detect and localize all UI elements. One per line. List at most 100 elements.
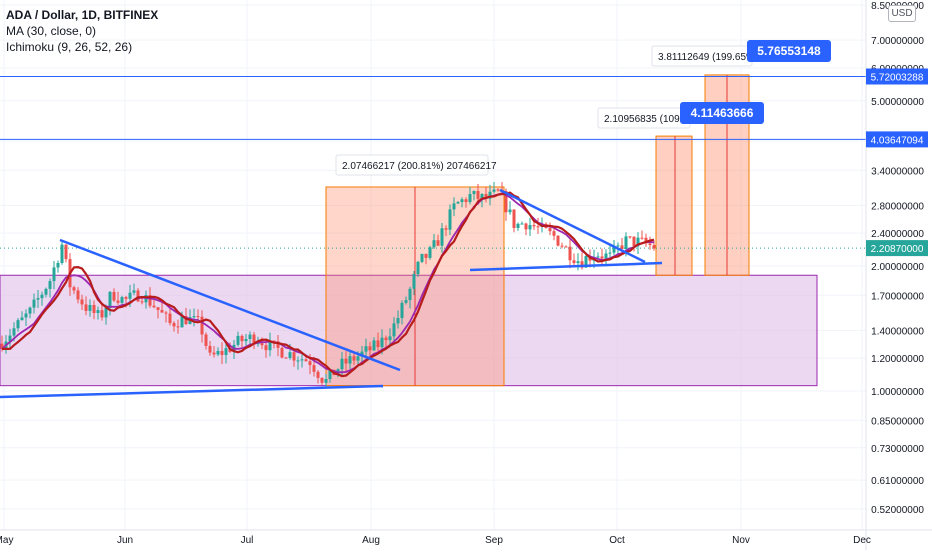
candle-body [132, 290, 136, 293]
candle-body [484, 194, 488, 199]
time-axis[interactable]: May Jun Jul Aug Sep Oct Nov Dec [0, 529, 932, 546]
candle-body [596, 256, 600, 258]
ichimoku-legend[interactable]: Ichimoku (9, 26, 52, 26) [6, 40, 133, 54]
candle-body [216, 350, 220, 355]
candle-body [528, 225, 532, 230]
candle-body [352, 356, 356, 361]
candle-body [340, 358, 344, 370]
target-label-2-box [680, 102, 764, 124]
candle-body [532, 225, 536, 227]
candle-body [240, 335, 244, 342]
measure-box-2 [655, 135, 693, 276]
candle-body [536, 226, 540, 228]
candle-body [208, 345, 212, 353]
candle-body [652, 245, 656, 249]
candle-body [44, 288, 48, 295]
indicator-lines [1, 191, 655, 378]
candle-body [96, 310, 100, 313]
candle-body [576, 261, 580, 264]
candle-body [224, 348, 228, 355]
candle-body [512, 209, 516, 228]
candle-body [620, 245, 624, 250]
candle-body [116, 300, 120, 303]
time-tick-label: May [0, 535, 13, 546]
candle-body [520, 223, 524, 225]
candle-body [248, 334, 252, 339]
measure-label-1: 2.07466217 (200.81%) 207466217 [342, 161, 497, 172]
trend-line [499, 188, 646, 264]
candle-body [288, 352, 292, 358]
horizontal-lines [0, 75, 866, 249]
candle-body [328, 369, 332, 380]
candle-body [476, 190, 480, 199]
candle-body [584, 256, 588, 268]
candle-body [196, 316, 200, 318]
candle-body [312, 365, 316, 372]
candle-body [360, 351, 364, 357]
price-label-box [866, 131, 928, 148]
candle-body [644, 237, 648, 244]
ichimoku-base-line [2, 191, 655, 378]
candle-body [648, 243, 652, 246]
price-tick-label: 5.00000000 [871, 97, 924, 108]
candle-body [424, 253, 428, 258]
price-tick-label: 2.80000000 [871, 201, 924, 212]
candle-body [276, 341, 280, 348]
candle-body [80, 299, 84, 305]
candle-body [608, 252, 612, 254]
candle-body [180, 316, 184, 328]
ma-legend[interactable]: MA (30, close, 0) [6, 24, 97, 38]
horizontal-line-price: 5.72003288 [871, 72, 924, 83]
candle-body [264, 345, 268, 351]
price-tick-label: 2.40000000 [871, 229, 924, 240]
candle-body [280, 347, 284, 358]
candle-body [244, 338, 248, 342]
trend-line [469, 261, 663, 272]
candle-body [556, 235, 560, 246]
candle-body [28, 307, 32, 314]
candle-body [148, 294, 152, 306]
candle-body [400, 302, 404, 319]
candle-body [36, 298, 40, 300]
candle-body [220, 350, 224, 355]
candle-body [572, 260, 576, 264]
candle-body [112, 291, 116, 301]
candle-body [628, 236, 632, 238]
candle-body [184, 316, 188, 324]
candle-body [356, 356, 360, 361]
candle-body [560, 245, 564, 247]
price-tick-label: 3.40000000 [871, 166, 924, 177]
candle-body [364, 346, 368, 352]
candle-body [152, 305, 156, 308]
candle-body [496, 189, 500, 191]
candle-body [492, 189, 496, 192]
candle-body [440, 228, 444, 246]
candle-body [272, 340, 276, 342]
candle-body [12, 328, 16, 336]
candle-body [172, 323, 176, 327]
candle-body [488, 191, 492, 199]
price-tick-label: 7.00000000 [871, 36, 924, 47]
price-tick-label: 1.70000000 [871, 291, 924, 302]
candle-body [376, 340, 380, 348]
price-axis[interactable]: 8.500000007.000000006.000000005.00000000… [865, 0, 928, 550]
candle-body [120, 297, 124, 303]
candle-body [612, 246, 616, 253]
candle-body [296, 360, 300, 362]
candle-body [468, 194, 472, 203]
candle-body [524, 223, 528, 230]
time-tick-label: Aug [362, 535, 380, 546]
candle-body [408, 288, 412, 301]
trend-line [59, 238, 401, 372]
candle-body [516, 223, 520, 228]
candle-body [40, 294, 44, 299]
candle-body [552, 231, 556, 236]
candle-body [580, 261, 584, 268]
currency-label[interactable]: USD [888, 5, 916, 22]
target-label-3-box [747, 40, 831, 62]
candle-body [636, 237, 640, 247]
candle-body [448, 209, 452, 230]
symbol-title[interactable]: ADA / Dollar, 1D, BITFINEX [6, 8, 159, 22]
